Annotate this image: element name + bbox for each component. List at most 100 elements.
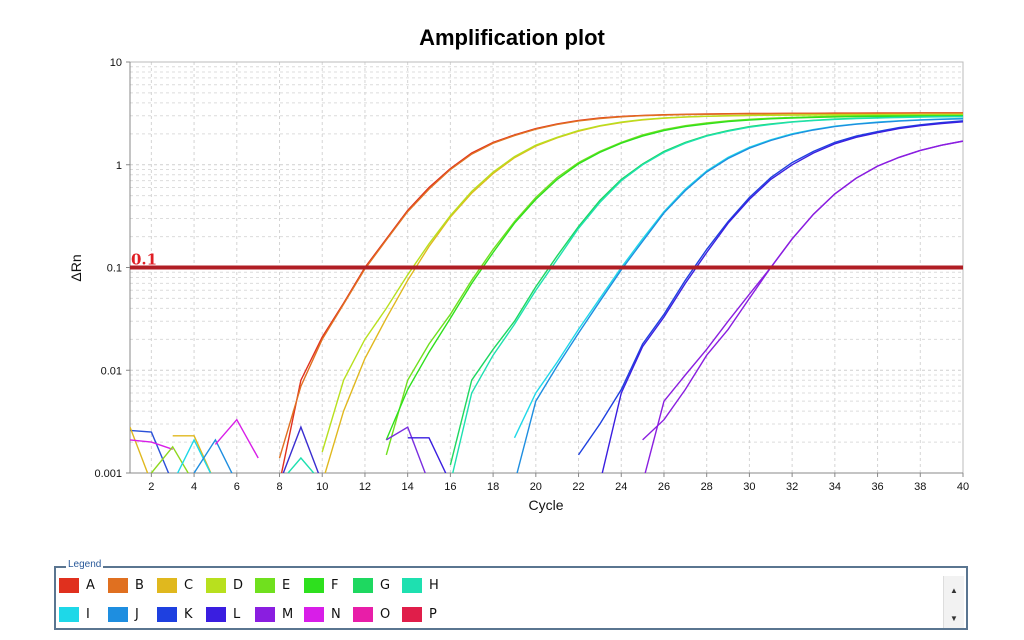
scroll-up-icon[interactable]: ▲	[950, 586, 958, 595]
y-tick-label: 0.1	[107, 263, 122, 275]
x-tick-label: 4	[191, 481, 197, 493]
series-line-d	[321, 113, 963, 453]
y-tick-label: 1	[116, 160, 122, 172]
legend-item-d[interactable]: D	[206, 576, 255, 594]
x-tick-label: 16	[444, 481, 456, 493]
x-tick-label: 26	[658, 481, 670, 493]
legend-item-f[interactable]: F	[304, 576, 353, 594]
axes: 2 4 6 8 10 12 14 16 18 20 22 24 26 28 30 32 34 36 38 400.00…	[94, 57, 969, 493]
legend-swatch	[402, 577, 422, 593]
series-line-k	[577, 120, 963, 456]
threshold-label: 0.1	[131, 251, 157, 269]
y-tick-label: 0.001	[94, 468, 122, 480]
series-line-h	[287, 456, 315, 473]
legend-label: N	[331, 606, 341, 622]
series-lines	[130, 112, 963, 473]
legend-label: B	[135, 577, 144, 593]
x-tick-label: 2	[148, 481, 154, 493]
series-line-l	[282, 425, 320, 473]
series-line-c	[130, 426, 149, 473]
legend-label: P	[429, 606, 437, 622]
legend-swatch	[59, 577, 79, 593]
threshold[interactable]: 0.1	[130, 251, 963, 270]
legend-label: L	[233, 606, 241, 622]
amplification-chart: Amplification plot 2 4 6 8 10 12 14 16 18 20 22 24 2…	[68, 25, 969, 513]
legend-item-b[interactable]: B	[108, 576, 157, 594]
legend-item-l[interactable]: L	[206, 605, 255, 623]
series-line-i	[176, 438, 212, 473]
series-line-j	[193, 438, 233, 473]
x-tick-label: 6	[234, 481, 240, 493]
legend-label: F	[331, 577, 339, 593]
legend-label: D	[233, 577, 244, 593]
series-line-n	[130, 439, 173, 450]
legend-swatch	[255, 577, 275, 593]
legend-swatch	[206, 577, 226, 593]
legend-label: H	[429, 577, 439, 593]
x-tick-label: 20	[530, 481, 542, 493]
scroll-down-icon[interactable]: ▼	[950, 614, 958, 623]
x-tick-label: 14	[402, 481, 414, 493]
legend-item-p[interactable]: P	[402, 605, 451, 623]
legend-item-n[interactable]: N	[304, 605, 353, 623]
series-line-j	[516, 118, 963, 473]
y-axis-label: ΔRn	[68, 254, 84, 281]
legend-item-c[interactable]: C	[157, 576, 206, 594]
legend-scrollbar[interactable]: ▲ ▼	[943, 576, 964, 628]
legend-swatch	[304, 606, 324, 622]
x-tick-label: 32	[786, 481, 798, 493]
x-tick-label: 30	[743, 481, 755, 493]
legend-item-g[interactable]: G	[353, 576, 402, 594]
legend-label: J	[135, 606, 139, 622]
x-tick-label: 24	[615, 481, 627, 493]
legend-swatch	[402, 606, 422, 622]
y-tick-label: 10	[110, 57, 122, 69]
legend-swatch	[353, 577, 373, 593]
legend-item-a[interactable]: A	[59, 576, 108, 594]
series-line-k	[130, 429, 170, 473]
legend-label: G	[380, 577, 391, 593]
series-line-h	[452, 115, 963, 473]
x-tick-label: 18	[487, 481, 499, 493]
series-line-n	[214, 418, 259, 459]
chart-title: Amplification plot	[419, 25, 605, 50]
legend-item-o[interactable]: O	[353, 605, 402, 623]
legend-swatch	[59, 606, 79, 622]
legend-swatch	[206, 606, 226, 622]
legend-item-e[interactable]: E	[255, 576, 304, 594]
legend-label: M	[282, 606, 294, 622]
legend-swatch	[108, 577, 128, 593]
legend-swatch	[304, 577, 324, 593]
legend-title: Legend	[66, 559, 104, 570]
legend-label: K	[184, 606, 193, 622]
legend-items: A B C D E F G H I J K L M N O P	[59, 576, 939, 623]
series-line-m	[385, 426, 426, 473]
x-tick-label: 38	[914, 481, 926, 493]
legend-swatch	[353, 606, 373, 622]
legend-item-h[interactable]: H	[402, 576, 451, 594]
x-tick-label: 28	[701, 481, 713, 493]
legend-label: O	[380, 606, 391, 622]
series-line-l	[407, 437, 447, 473]
legend-label: I	[86, 606, 90, 622]
legend-item-k[interactable]: K	[157, 605, 206, 623]
legend-swatch	[108, 606, 128, 622]
series-line-d	[150, 445, 190, 473]
series-line-l	[601, 121, 963, 473]
x-tick-label: 34	[829, 481, 841, 493]
x-tick-label: 40	[957, 481, 969, 493]
x-axis-label: Cycle	[528, 497, 563, 513]
x-tick-label: 12	[359, 481, 371, 493]
legend-item-j[interactable]: J	[108, 605, 157, 623]
legend-label: E	[282, 577, 291, 593]
legend-label: A	[86, 577, 95, 593]
legend-item-i[interactable]: I	[59, 605, 108, 623]
legend-panel: Legend A B C D E F G H I J K L M N O P ▲ ▼	[54, 559, 968, 630]
x-tick-label: 22	[572, 481, 584, 493]
y-tick-label: 0.01	[101, 365, 122, 377]
x-tick-label: 10	[316, 481, 328, 493]
legend-swatch	[157, 606, 177, 622]
legend-label: C	[184, 577, 194, 593]
legend-item-m[interactable]: M	[255, 605, 304, 623]
x-tick-label: 8	[276, 481, 282, 493]
